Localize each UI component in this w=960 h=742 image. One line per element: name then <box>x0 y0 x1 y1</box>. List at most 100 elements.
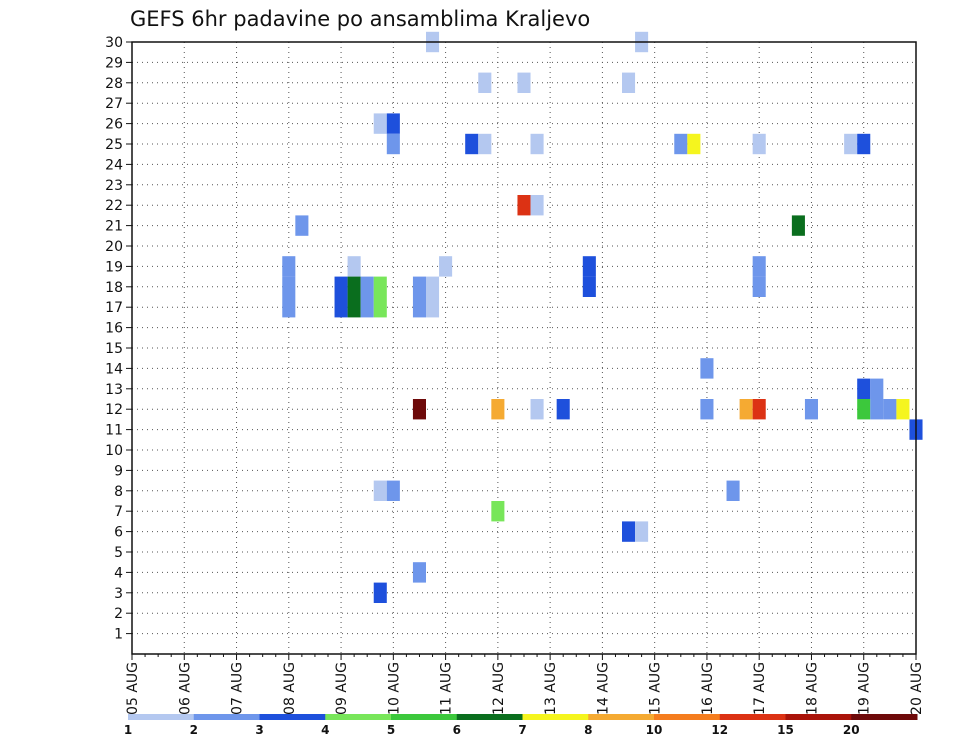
x-tick-label: 15 AUG <box>648 662 664 715</box>
data-cell <box>752 256 766 277</box>
y-tick-label: 3 <box>114 586 123 602</box>
data-cell <box>530 133 544 155</box>
colorbar-label: 1 <box>124 723 132 737</box>
data-cell <box>804 399 818 420</box>
x-axis: 05 AUG 06 AUG 07 AUG 08 AUG 09 AUG 10 AUG 11 A… <box>125 654 925 715</box>
data-cell <box>465 133 479 155</box>
y-tick-label: 5 <box>114 545 123 561</box>
colorbar-swatch <box>851 714 918 720</box>
y-tick-label: 18 <box>105 280 123 296</box>
data-cell <box>752 133 766 155</box>
data-cell <box>334 297 348 318</box>
data-cell <box>517 72 531 93</box>
data-cell <box>478 133 492 155</box>
data-cell <box>373 113 387 134</box>
data-cell <box>857 133 871 155</box>
colorbar-swatch <box>588 714 655 720</box>
y-tick-label: 17 <box>105 300 123 316</box>
data-cell <box>426 276 440 297</box>
data-cell <box>752 276 766 297</box>
data-cell <box>439 256 453 277</box>
colorbar-swatch <box>193 714 260 720</box>
data-cell <box>347 256 361 277</box>
data-cell <box>870 399 884 420</box>
y-tick-label: 9 <box>114 463 123 479</box>
colorbar-swatch <box>522 714 589 720</box>
y-tick-label: 4 <box>114 565 123 581</box>
colorbar-swatch <box>456 714 523 720</box>
data-cell <box>870 378 884 399</box>
x-tick-label: 07 AUG <box>230 662 246 715</box>
data-cell <box>412 562 426 583</box>
data-cell <box>386 113 400 134</box>
data-cell <box>360 297 374 318</box>
y-tick-label: 11 <box>105 423 123 439</box>
grid <box>132 41 916 654</box>
x-tick-label: 13 AUG <box>543 662 559 715</box>
colorbar-label: 2 <box>190 723 198 737</box>
colorbar-label: 5 <box>387 723 395 737</box>
data-cell <box>412 297 426 318</box>
colorbar-label: 15 <box>777 723 794 737</box>
data-cell <box>582 256 596 277</box>
colorbar-label: 3 <box>255 723 263 737</box>
data-cell <box>373 276 387 297</box>
data-cell <box>386 480 400 501</box>
y-tick-label: 6 <box>114 525 123 541</box>
data-cell <box>582 276 596 297</box>
x-tick-label: 05 AUG <box>125 662 141 715</box>
data-cell <box>700 358 714 379</box>
colorbar-label: 6 <box>453 723 461 737</box>
y-tick-label: 1 <box>114 627 123 643</box>
y-tick-label: 7 <box>114 504 123 520</box>
data-cell <box>412 276 426 297</box>
data-cell <box>791 215 805 236</box>
data-cell <box>491 501 505 522</box>
data-cell <box>478 72 492 93</box>
x-tick-label: 14 AUG <box>595 662 611 715</box>
y-tick-label: 13 <box>105 382 123 398</box>
y-tick-label: 14 <box>105 361 123 377</box>
data-cell <box>556 399 570 420</box>
y-tick-label: 2 <box>114 606 123 622</box>
y-tick-label: 20 <box>105 239 123 255</box>
data-cell <box>334 276 348 297</box>
colorbar-swatch <box>391 714 458 720</box>
y-tick-label: 19 <box>105 259 123 275</box>
data-cell <box>412 399 426 420</box>
data-cell <box>844 133 858 155</box>
data-cell <box>700 399 714 420</box>
data-cell <box>373 582 387 603</box>
data-cell <box>530 399 544 420</box>
data-cell <box>752 399 766 420</box>
y-tick-label: 29 <box>105 55 123 71</box>
data-cell <box>282 297 296 318</box>
x-tick-label: 11 AUG <box>439 662 455 715</box>
data-cell <box>857 399 871 420</box>
y-tick-label: 23 <box>105 178 123 194</box>
x-tick-label: 10 AUG <box>386 662 402 715</box>
y-tick-label: 8 <box>114 484 123 500</box>
data-cell <box>857 378 871 399</box>
x-tick-label: 20 AUG <box>909 662 925 715</box>
colorbar-swatch <box>719 714 786 720</box>
y-tick-label: 30 <box>105 35 123 51</box>
data-cell <box>622 521 636 542</box>
data-cell <box>373 480 387 501</box>
colorbar-label: 10 <box>646 723 663 737</box>
data-cell <box>896 399 910 420</box>
y-tick-label: 15 <box>105 341 123 357</box>
x-tick-label: 19 AUG <box>857 662 873 715</box>
y-tick-label: 22 <box>105 198 123 214</box>
data-cell <box>883 399 897 420</box>
chart-title: GEFS 6hr padavine po ansamblima Kraljevo <box>130 7 590 31</box>
data-cell <box>726 480 740 501</box>
data-cell <box>635 521 649 542</box>
data-cell <box>426 297 440 318</box>
colorbar-swatch <box>785 714 852 720</box>
y-axis: 1234567891011121314151617181920212223242… <box>105 35 132 643</box>
y-tick-label: 26 <box>105 117 123 133</box>
y-tick-label: 27 <box>105 96 123 112</box>
y-tick-label: 21 <box>105 219 123 235</box>
